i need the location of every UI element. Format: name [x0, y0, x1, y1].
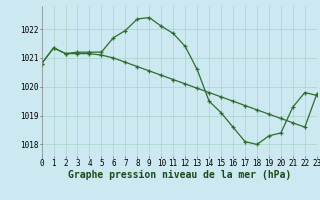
X-axis label: Graphe pression niveau de la mer (hPa): Graphe pression niveau de la mer (hPa) [68, 170, 291, 180]
